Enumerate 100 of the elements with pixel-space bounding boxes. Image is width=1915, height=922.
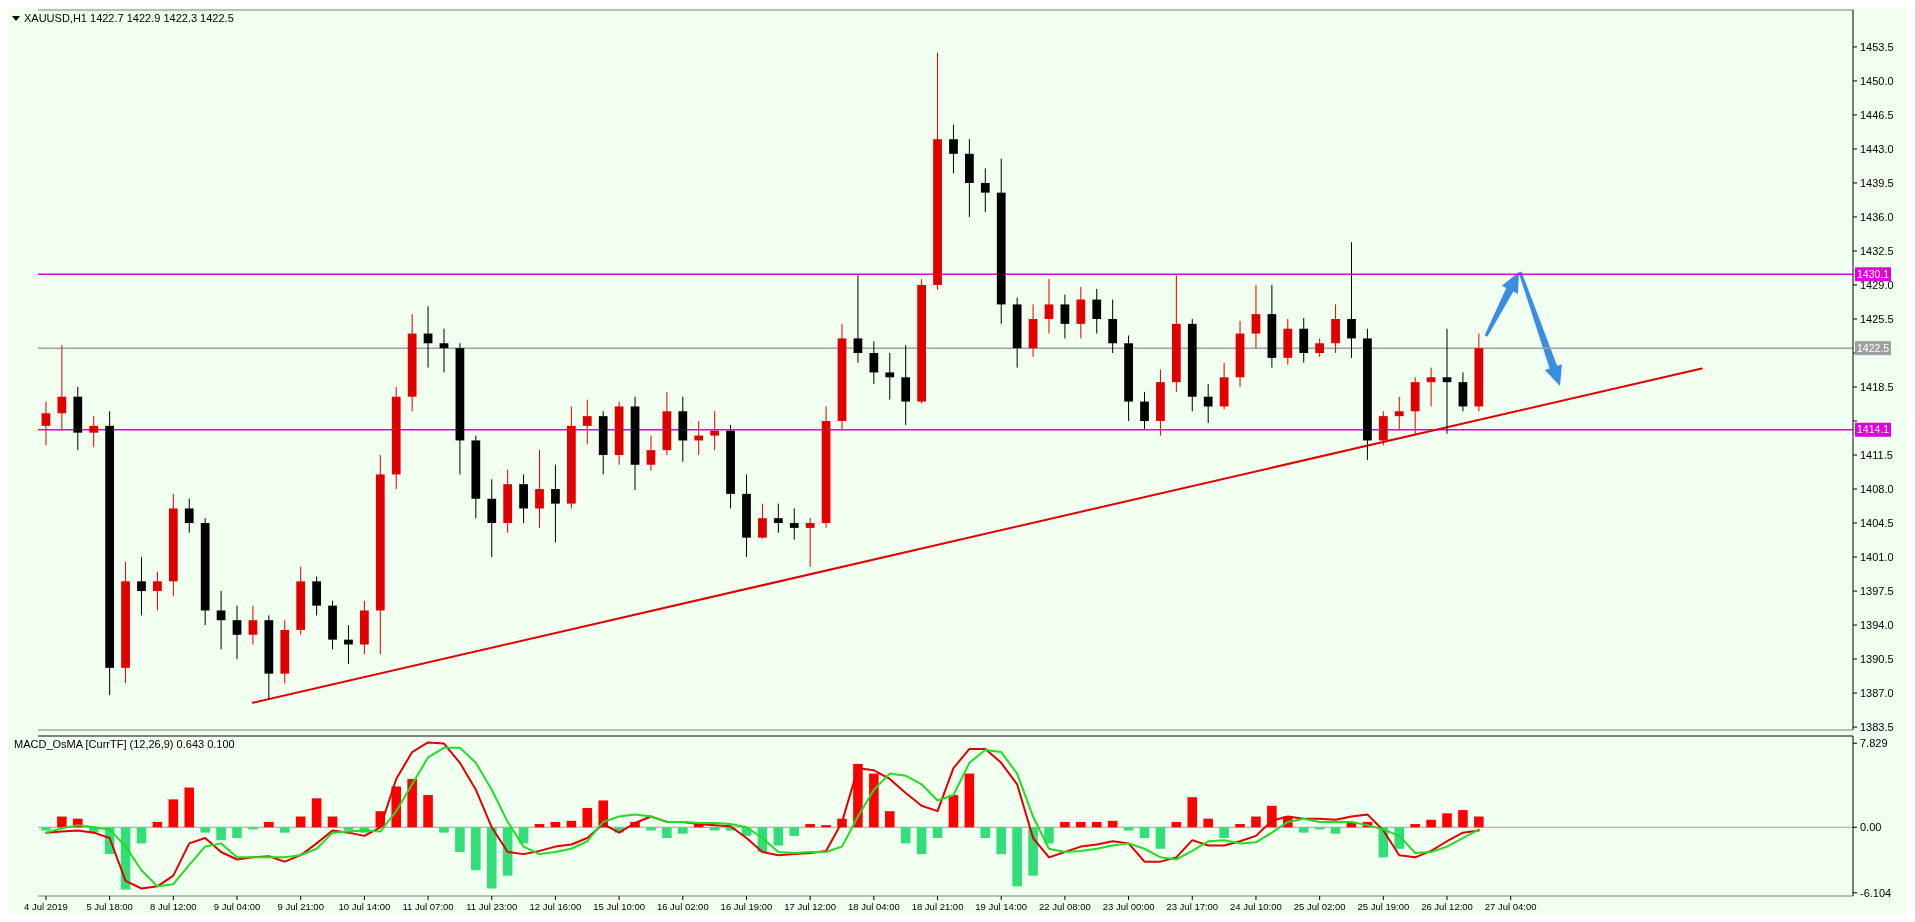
bar bbox=[1155, 827, 1166, 849]
ref-line-label: 1430.1 bbox=[1857, 267, 1890, 280]
x-tick-label: 5 Jul 18:00 bbox=[86, 901, 133, 912]
x-tick-label: 16 Jul 19:00 bbox=[720, 901, 773, 912]
x-tick-label: 26 Jul 12:00 bbox=[1421, 901, 1473, 912]
bar bbox=[1044, 827, 1054, 844]
bar bbox=[1458, 810, 1468, 828]
x-tick-label: 9 Jul 04:00 bbox=[213, 901, 261, 912]
candlestick bbox=[216, 590, 226, 650]
x-tick-label: 11 Jul 07:00 bbox=[402, 901, 454, 912]
y-tick-label: 1387.0 bbox=[1860, 686, 1894, 699]
y-tick-label: 1453.5 bbox=[1860, 40, 1894, 53]
candlestick bbox=[773, 503, 783, 534]
bar bbox=[789, 827, 800, 836]
bar bbox=[1060, 821, 1070, 828]
bar bbox=[916, 827, 927, 855]
bar bbox=[1298, 827, 1309, 833]
x-tick-label: 8 Jul 12:00 bbox=[150, 901, 197, 912]
bar bbox=[1187, 797, 1198, 828]
bar bbox=[57, 816, 67, 828]
y-tick-label: 1432.5 bbox=[1860, 244, 1894, 257]
bar bbox=[948, 795, 959, 828]
bar bbox=[486, 827, 497, 889]
bar bbox=[248, 827, 258, 830]
x-tick-label: 19 Jul 14:00 bbox=[975, 901, 1028, 912]
x-tick-label: 23 Jul 00:00 bbox=[1102, 901, 1155, 912]
candlestick bbox=[582, 399, 592, 445]
candlestick bbox=[869, 340, 879, 385]
candlestick bbox=[949, 124, 958, 174]
x-tick-label: 15 Jul 10:00 bbox=[593, 901, 645, 912]
bar bbox=[311, 798, 322, 828]
bar bbox=[980, 827, 991, 839]
candlestick bbox=[153, 571, 162, 611]
candlestick bbox=[184, 498, 194, 534]
bar bbox=[1012, 827, 1022, 887]
bar bbox=[885, 811, 895, 828]
x-tick-label: 25 Jul 19:00 bbox=[1357, 901, 1410, 912]
x-tick-label: 22 Jul 08:00 bbox=[1039, 901, 1091, 912]
chart-title: MACD_OsMA [CurrTF] (12,26,9) 0.643 0.100 bbox=[14, 738, 235, 750]
x-tick-label: 16 Jul 02:00 bbox=[656, 901, 709, 912]
bar bbox=[168, 799, 179, 828]
x-tick-label: 9 Jul 21:00 bbox=[277, 901, 324, 912]
bar bbox=[805, 824, 815, 828]
candlestick bbox=[535, 449, 544, 529]
candlestick bbox=[789, 507, 799, 541]
bar bbox=[41, 827, 51, 831]
bar bbox=[1442, 813, 1452, 828]
bar bbox=[184, 787, 195, 828]
y-tick-label: 1390.5 bbox=[1860, 652, 1894, 665]
x-tick-label: 25 Jul 02:00 bbox=[1293, 901, 1346, 912]
y-tick-label: 1397.5 bbox=[1860, 584, 1894, 597]
candlestick bbox=[232, 605, 242, 660]
bar bbox=[1410, 824, 1420, 828]
candlestick bbox=[1442, 328, 1452, 435]
bar bbox=[932, 827, 943, 839]
y-tick-label: 1418.5 bbox=[1860, 380, 1894, 393]
x-tick-label: 24 Jul 10:00 bbox=[1230, 901, 1282, 912]
y-tick-label: 1446.5 bbox=[1860, 108, 1894, 121]
candlestick bbox=[1426, 367, 1436, 407]
candlestick bbox=[551, 464, 560, 543]
bar bbox=[964, 773, 975, 828]
y-tick-label: 1450.0 bbox=[1860, 74, 1894, 87]
bar bbox=[1251, 816, 1261, 828]
x-tick-label: 11 Jul 23:00 bbox=[466, 901, 518, 912]
bar bbox=[1426, 819, 1436, 828]
bar bbox=[646, 827, 656, 831]
candlestick bbox=[439, 328, 449, 373]
bar bbox=[216, 827, 226, 841]
candlestick bbox=[710, 410, 720, 451]
bar bbox=[1267, 805, 1277, 828]
bar bbox=[136, 827, 147, 844]
y-tick-label: 0.00 bbox=[1860, 821, 1882, 834]
bar bbox=[1139, 827, 1150, 839]
bar bbox=[1235, 824, 1245, 828]
y-tick-label: 1394.0 bbox=[1860, 618, 1894, 631]
bar bbox=[280, 827, 290, 833]
candlestick bbox=[980, 167, 990, 213]
candlestick bbox=[1347, 241, 1356, 359]
bar bbox=[662, 827, 672, 839]
x-tick-label: 17 Jul 12:00 bbox=[784, 901, 837, 912]
candlestick bbox=[1394, 396, 1404, 432]
x-tick-label: 18 Jul 21:00 bbox=[911, 901, 964, 912]
y-tick-label: 1383.5 bbox=[1860, 720, 1894, 733]
y-tick-label: -6.104 bbox=[1860, 886, 1892, 899]
bar bbox=[678, 827, 688, 834]
bar bbox=[900, 827, 911, 844]
candlestick bbox=[1044, 278, 1054, 335]
candlestick bbox=[758, 503, 767, 540]
bar bbox=[1076, 821, 1086, 828]
candlestick bbox=[885, 352, 895, 401]
y-tick-label: 1429.0 bbox=[1860, 278, 1894, 291]
chart-title: XAUUSD,H1 1422.7 1422.9 1422.3 1422.5 bbox=[24, 12, 234, 24]
bar bbox=[439, 827, 449, 833]
x-tick-label: 27 Jul 04:00 bbox=[1484, 901, 1537, 912]
y-tick-label: 7.829 bbox=[1860, 737, 1888, 750]
bar bbox=[264, 821, 274, 828]
bar bbox=[471, 827, 481, 871]
x-tick-label: 23 Jul 17:00 bbox=[1166, 901, 1219, 912]
candlestick bbox=[1315, 337, 1325, 358]
candlestick bbox=[248, 605, 258, 645]
